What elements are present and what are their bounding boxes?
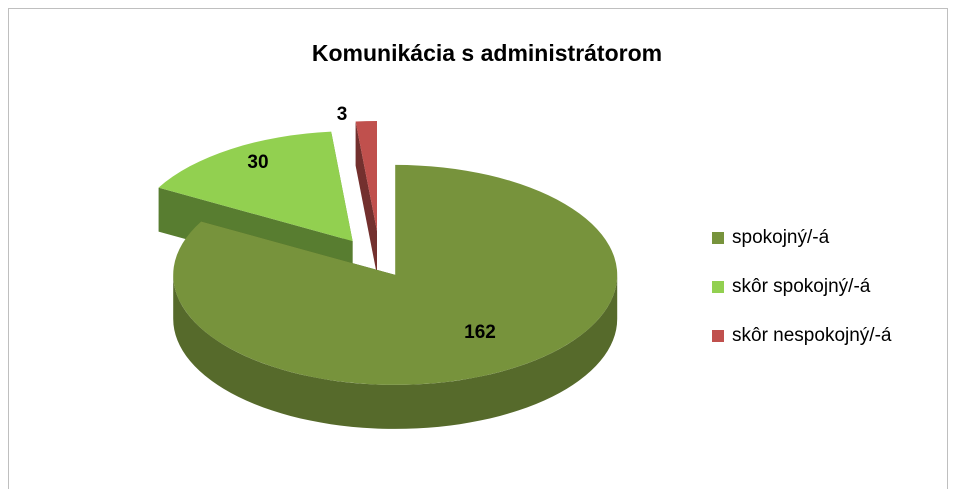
data-label: 30 bbox=[247, 152, 268, 173]
legend-swatch bbox=[712, 232, 724, 244]
legend-label: spokojný/-á bbox=[732, 227, 830, 248]
slice-top bbox=[355, 121, 378, 232]
slice-side bbox=[355, 121, 378, 276]
legend-swatch bbox=[712, 330, 724, 342]
data-label: 162 bbox=[464, 322, 496, 343]
slice-wall bbox=[173, 274, 618, 429]
legend-label: skôr spokojný/-á bbox=[732, 276, 871, 297]
pie-slice bbox=[355, 121, 378, 276]
slice-top bbox=[173, 164, 618, 385]
chart-title: Komunikácia s administrátorom bbox=[312, 40, 662, 66]
slice-top bbox=[158, 131, 353, 242]
pie-slice bbox=[173, 164, 618, 429]
legend-swatch bbox=[712, 281, 724, 293]
data-label: 3 bbox=[337, 104, 348, 125]
legend-label: skôr nespokojný/-á bbox=[732, 325, 892, 346]
